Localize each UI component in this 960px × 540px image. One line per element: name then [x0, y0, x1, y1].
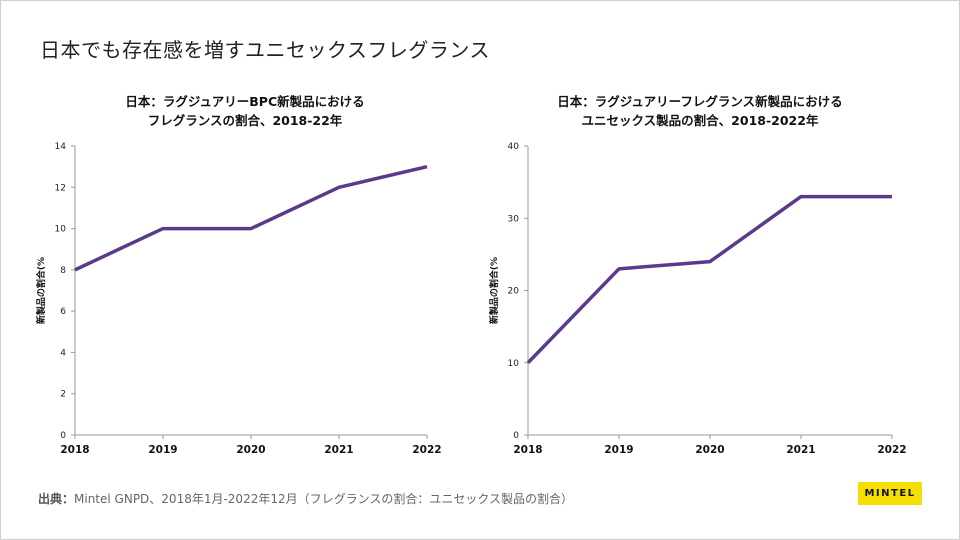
chart-2-series-line [526, 194, 892, 364]
chart-2-y-tick-label: 20 [508, 287, 520, 297]
slide-title: 日本でも存在感を増すユニセックスフレグランス [40, 38, 490, 62]
chart-1-title: 日本：ラグジュアリーBPC新製品における フレグランスの割合、2018-22年 [60, 92, 430, 130]
chart-2-title: 日本：ラグジュアリーフレグランス新製品における ユニセックス製品の割合、2018… [500, 92, 900, 130]
chart-2-y-tick-label: 10 [508, 359, 520, 369]
chart-1-series-line [74, 164, 428, 272]
chart-2-x-tick-label: 2022 [877, 444, 906, 456]
source-note: 出典：Mintel GNPD、2018年1月-2022年12月（フレグランスの割… [38, 490, 573, 507]
chart-1-title-line2: フレグランスの割合、2018-22年 [147, 113, 343, 128]
chart-2-y-tick-label: 0 [513, 431, 519, 441]
chart-1-y-tick-label: 10 [55, 225, 67, 235]
chart-1-x-tick-label: 2018 [60, 444, 89, 456]
chart-1-x-tick-label: 2019 [148, 444, 177, 456]
chart-1-y-tick-label: 4 [60, 348, 66, 358]
chart-1-y-tick-label: 6 [60, 307, 66, 317]
chart-2-x-tick-label: 2018 [513, 444, 542, 456]
chart-2-y-tick-label: 30 [508, 214, 520, 224]
chart-2-y-axis-label: 新製品の割合(% [488, 257, 500, 324]
source-text: Mintel GNPD、2018年1月-2022年12月（フレグランスの割合：ユ… [74, 492, 574, 506]
chart-1-x-tick-label: 2021 [324, 444, 353, 456]
chart-1-y-axis-label: 新製品の割合(% [35, 257, 47, 324]
chart-2-y-tick-label: 40 [508, 142, 520, 152]
chart-1-y-tick-label: 14 [55, 142, 67, 152]
chart-1-y-tick-label: 2 [60, 390, 66, 400]
source-label: 出典： [38, 492, 75, 506]
chart-1-y-tick-label: 8 [60, 266, 66, 276]
chart-2-x-tick-label: 2019 [604, 444, 633, 456]
chart-1-y-tick-label: 0 [60, 431, 66, 441]
chart-2-x-tick-label: 2020 [695, 444, 724, 456]
chart-2-title-line2: ユニセックス製品の割合、2018-2022年 [581, 113, 819, 128]
chart-2-x-tick-label: 2021 [786, 444, 815, 456]
mintel-logo: MINTEL [858, 482, 922, 505]
chart-1-y-tick-label: 12 [55, 183, 66, 193]
chart-1-x-tick-label: 2020 [236, 444, 265, 456]
chart-2-title-line1: 日本：ラグジュアリーフレグランス新製品における [557, 94, 843, 109]
chart-1-x-tick-label: 2022 [412, 444, 441, 456]
chart-1-title-line1: 日本：ラグジュアリーBPC新製品における [125, 94, 365, 109]
